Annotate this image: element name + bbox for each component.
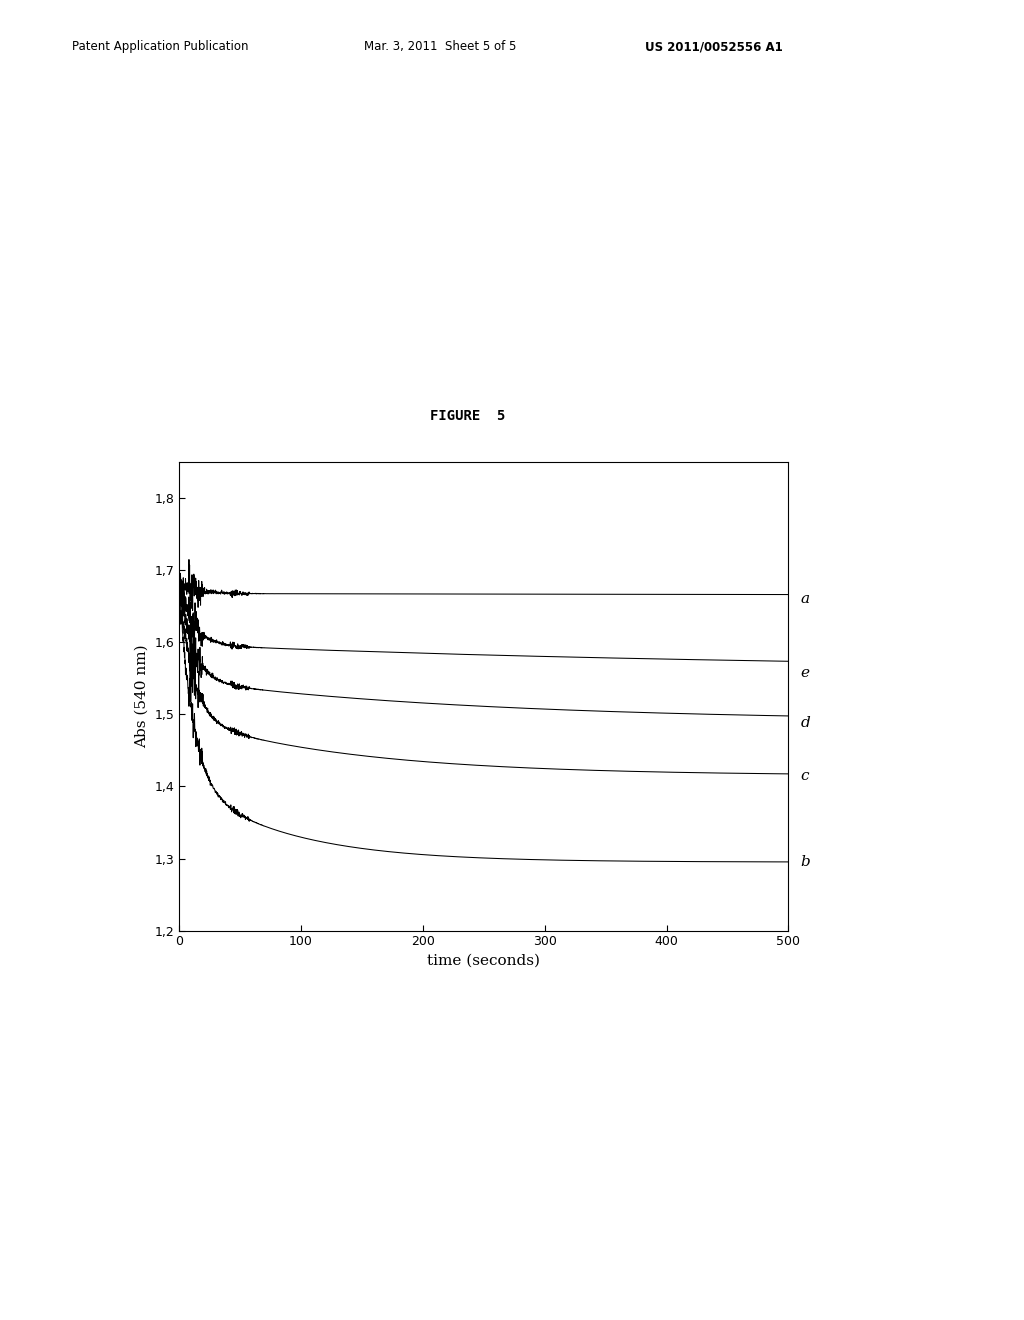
Text: d: d (801, 715, 810, 730)
Text: FIGURE  5: FIGURE 5 (430, 409, 506, 422)
X-axis label: time (seconds): time (seconds) (427, 954, 541, 968)
Text: Patent Application Publication: Patent Application Publication (72, 40, 248, 53)
Text: b: b (801, 855, 810, 869)
Y-axis label: Abs (540 nm): Abs (540 nm) (135, 644, 148, 748)
Text: a: a (801, 591, 810, 606)
Text: e: e (801, 665, 810, 680)
Text: US 2011/0052556 A1: US 2011/0052556 A1 (645, 40, 783, 53)
Text: Mar. 3, 2011  Sheet 5 of 5: Mar. 3, 2011 Sheet 5 of 5 (364, 40, 516, 53)
Text: c: c (801, 768, 809, 783)
